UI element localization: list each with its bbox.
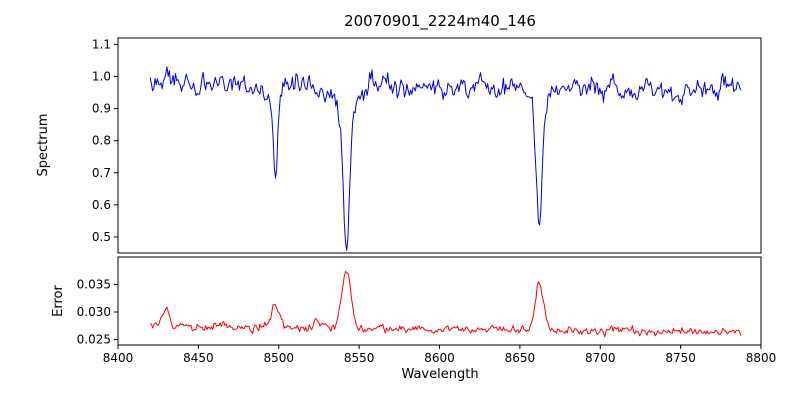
y-tick-label: 0.7 bbox=[92, 166, 111, 180]
y-tick-label: 0.030 bbox=[77, 305, 111, 319]
spectrum-y-axis-label: Spectrum bbox=[36, 114, 51, 177]
x-tick-label: 8700 bbox=[585, 351, 616, 365]
y-tick-label: 0.025 bbox=[77, 333, 111, 347]
axis-ticks: 8400 8450 8500 8550 8600 8650 8700 8750 8800 0.5 0… bbox=[77, 37, 777, 365]
x-tick-label: 8500 bbox=[263, 351, 294, 365]
chart-title: 20070901_2224m40_146 bbox=[344, 12, 536, 31]
x-tick-label: 8400 bbox=[103, 351, 134, 365]
x-axis-label: Wavelength bbox=[401, 367, 478, 382]
y-tick-label: 0.5 bbox=[92, 230, 111, 244]
y-tick-label: 1.1 bbox=[92, 37, 111, 51]
x-tick-label: 8800 bbox=[746, 351, 777, 365]
x-tick-label: 8450 bbox=[183, 351, 214, 365]
x-tick-label: 8550 bbox=[344, 351, 375, 365]
error-line bbox=[150, 271, 742, 338]
y-tick-label: 1.0 bbox=[92, 70, 111, 84]
y-tick-label: 0.035 bbox=[77, 278, 111, 292]
error-y-axis-label: Error bbox=[51, 285, 66, 317]
error-panel-frame bbox=[117, 256, 762, 346]
x-tick-label: 8650 bbox=[505, 351, 536, 365]
x-tick-label: 8600 bbox=[424, 351, 455, 365]
data-series bbox=[149, 66, 742, 338]
x-tick-label: 8750 bbox=[665, 351, 696, 365]
spectrum-line bbox=[149, 66, 742, 251]
y-tick-label: 0.9 bbox=[92, 102, 111, 116]
y-tick-label: 0.8 bbox=[92, 134, 111, 148]
spectrum-panel-frame bbox=[117, 37, 762, 254]
y-tick-label: 0.6 bbox=[92, 198, 111, 212]
